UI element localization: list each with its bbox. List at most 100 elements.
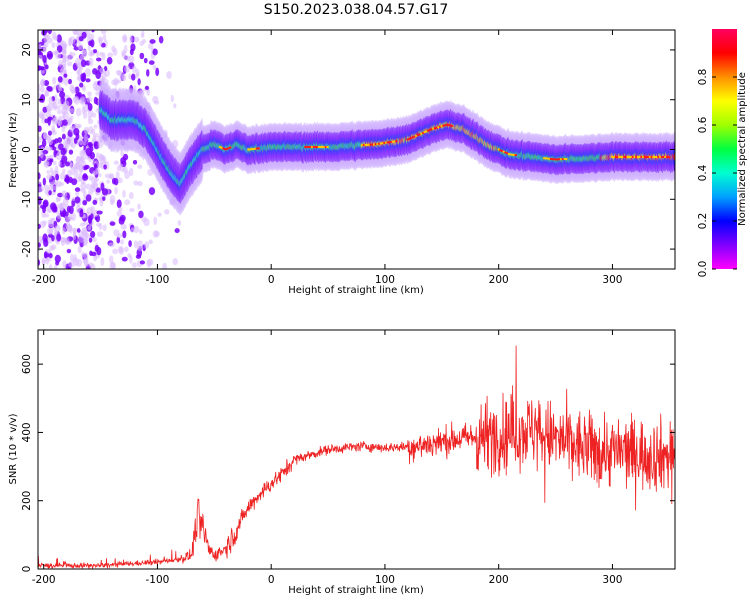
spectrogram-noise-cell <box>53 265 58 269</box>
spectrogram-noise-cell <box>100 257 105 267</box>
spectrogram-noise-cell <box>88 262 94 268</box>
spectrogram-noise-cell <box>143 57 148 64</box>
spectrogram-noise-cell <box>133 36 140 43</box>
spectrogram-noise-cell <box>128 240 132 248</box>
ridge-peak <box>565 157 568 161</box>
spectrogram-noise-cell <box>109 194 116 204</box>
spectrogram-noise-cell <box>56 109 63 115</box>
spectrogram-noise-cell <box>61 119 68 126</box>
spectrogram-noise-cell <box>77 176 83 183</box>
spectrogram-noise-cell <box>155 67 160 77</box>
spectrogram-noise-cell <box>152 48 158 56</box>
spectrogram-noise-cell <box>38 92 41 97</box>
spectrogram-noise-cell <box>80 59 87 68</box>
spectrogram-noise-cell <box>48 146 53 151</box>
spectrogram-noise-cell <box>45 109 52 119</box>
spectrogram-noise-cell <box>47 86 53 92</box>
spectrogram-noise-cell <box>43 162 50 167</box>
spectrogram-noise-cell <box>141 38 147 44</box>
spectrogram-noise-cell <box>101 52 106 61</box>
spectrogram-noise-cell <box>87 103 93 111</box>
y-tick-label: 400 <box>21 422 33 442</box>
spectrogram-noise-cell <box>65 237 70 246</box>
spectrogram-noise-cell <box>124 170 130 180</box>
spectrogram-noise-cell <box>39 151 44 159</box>
spectrogram-noise-cell <box>74 170 79 180</box>
spectrogram-noise-cell <box>44 155 51 161</box>
spectrogram-xlabel: Height of straight line (km) <box>288 285 424 296</box>
spectrogram-noise-cell <box>48 96 53 105</box>
spectrogram-noise-cell <box>59 172 66 180</box>
spectrogram-noise-cell <box>83 134 88 143</box>
spectrogram-noise-cell <box>86 96 93 103</box>
spectrogram-noise-cell <box>87 91 92 97</box>
spectrogram-noise-cell <box>57 105 61 110</box>
spectrogram-noise-cell <box>38 54 43 59</box>
spectrogram-noise-cell <box>74 196 81 204</box>
spectrogram-noise-cell <box>44 90 50 97</box>
spectrogram-noise-cell <box>130 227 134 233</box>
spectrogram-noise-cell <box>148 60 155 65</box>
spectrogram-noise-cell <box>90 39 95 48</box>
spectrogram-noise-cell <box>38 235 43 244</box>
spectrogram-noise-cell <box>82 110 88 119</box>
spectrogram-noise-cell <box>122 189 126 198</box>
spectrogram-noise-cell <box>90 51 95 56</box>
spectrogram-noise-cell <box>82 199 88 206</box>
spectrogram-noise-cell <box>123 246 129 253</box>
spectrogram-noise-cell <box>162 262 167 269</box>
spectrogram-noise-cell <box>128 73 132 80</box>
spectrogram-noise-cell <box>64 161 71 167</box>
x-tick-label: -200 <box>32 274 56 286</box>
spectrogram-noise-cell <box>95 57 102 62</box>
spectrogram-noise-cell <box>92 134 97 144</box>
y-tick-label: 0 <box>21 566 33 573</box>
spectrogram-noise-cell <box>38 50 42 56</box>
spectrogram-noise-cell <box>107 52 114 58</box>
spectrogram-noise-cell <box>44 213 49 218</box>
spectrogram-noise-cell <box>80 181 87 191</box>
spectrogram-noise-cell <box>82 173 88 179</box>
spectrogram-noise-cell <box>116 210 123 217</box>
spectrogram-noise-cell <box>69 162 74 169</box>
spectrogram-noise-cell <box>118 245 124 253</box>
spectrogram-noise-cell <box>131 73 136 81</box>
spectrogram-noise-cell <box>97 173 102 178</box>
snr-panel: -200 -100 0 100 200 300 0 200 400 600 Height of s… <box>8 329 676 596</box>
spectrogram-noise-cell <box>120 223 127 230</box>
spectrogram-noise-cell <box>124 55 131 61</box>
figure-title: S150.2023.038.04.57.G17 <box>264 2 449 18</box>
spectrogram-noise-cell <box>62 209 67 218</box>
y-tick-label: 10 <box>21 93 33 106</box>
x-tick-label: 200 <box>489 274 509 286</box>
ridge-peak <box>228 146 232 149</box>
x-tick-label: 300 <box>602 574 622 586</box>
spectrogram-noise-cell <box>47 227 54 235</box>
spectrogram-noise-cell <box>62 197 69 207</box>
spectrogram-noise-cell <box>120 157 127 164</box>
spectrogram-noise-cell <box>55 260 60 266</box>
snr-ylabel: SNR (10 * v/v) <box>8 413 19 484</box>
spectrogram-noise-cell <box>46 174 53 180</box>
spectrogram-noise-cell <box>119 214 126 222</box>
spectrogram-noise-cell <box>93 124 98 129</box>
spectrogram-noise-cell <box>128 191 134 200</box>
y-tick-label: 0 <box>21 146 33 153</box>
snr-xlabel: Height of straight line (km) <box>288 585 424 596</box>
spectrogram-noise-cell <box>80 75 86 83</box>
spectrogram-noise-cell <box>52 161 57 166</box>
spectrogram-noise-cell <box>42 54 47 64</box>
x-tick-label: 0 <box>268 274 275 286</box>
spectrogram-noise-cell <box>102 196 106 201</box>
spectrogram-noise-cell <box>63 77 69 86</box>
spectrogram-noise-cell <box>67 118 72 126</box>
spectrogram-noise-cell <box>170 94 174 103</box>
spectrogram-noise-cell <box>97 36 104 43</box>
spectrogram-noise-cell <box>93 49 98 54</box>
snr-axes: -200 -100 0 100 200 300 0 200 400 600 <box>21 330 675 586</box>
spectrogram-noise-cell <box>172 258 178 266</box>
spectrogram-noise-cell <box>38 196 42 205</box>
spectrogram-noise-cell <box>38 206 41 211</box>
spectrogram-noise-cell <box>116 199 122 209</box>
